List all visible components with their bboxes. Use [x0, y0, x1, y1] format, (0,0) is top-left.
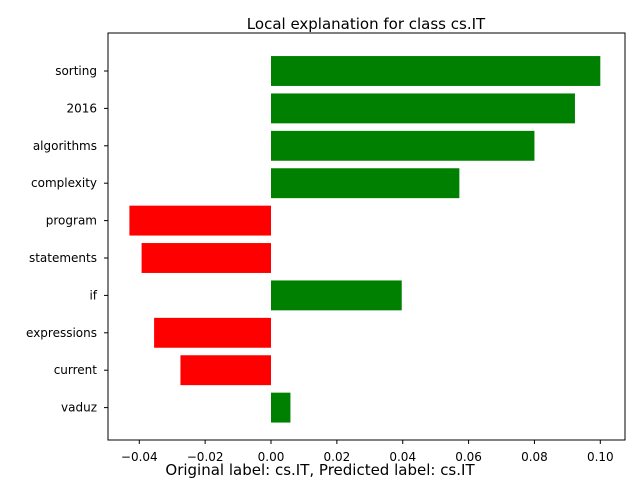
category-label-algorithms: algorithms — [33, 139, 97, 153]
category-label-sorting: sorting — [55, 64, 97, 78]
x-tick-label: 0.00 — [258, 450, 285, 464]
bar-sorting — [271, 56, 601, 86]
x-tick-label: 0.04 — [389, 450, 416, 464]
category-labels: sorting 2016 algorithms complexity program st… — [26, 64, 108, 415]
chart-title: Local explanation for class cs.IT — [247, 15, 486, 33]
x-tick-label: 0.10 — [587, 450, 614, 464]
bar-2016 — [271, 93, 575, 124]
category-label-statements: statements — [29, 251, 97, 265]
bar-expressions — [154, 317, 272, 348]
bar-vaduz — [271, 392, 291, 423]
bars-group — [129, 56, 601, 423]
category-label-if: if — [89, 288, 97, 302]
x-tick-label: −0.04 — [121, 450, 158, 464]
category-label-complexity: complexity — [31, 176, 97, 190]
x-tick-label: 0.02 — [324, 450, 351, 464]
x-tick-label: 0.08 — [521, 450, 548, 464]
category-label-expressions: expressions — [26, 326, 97, 340]
bar-current — [180, 355, 272, 386]
x-tick-label: 0.06 — [455, 450, 482, 464]
plot-frame — [107, 32, 626, 441]
x-tick-label: −0.02 — [187, 450, 224, 464]
bar-program — [129, 205, 272, 236]
bar-algorithms — [271, 130, 535, 161]
bar-if — [271, 280, 402, 311]
bar-statements — [141, 243, 272, 273]
bar-complexity — [271, 168, 460, 199]
category-label-vaduz: vaduz — [61, 401, 97, 415]
category-label-current: current — [54, 363, 98, 377]
category-label-program: program — [46, 214, 97, 228]
x-ticks: −0.04 −0.02 0.00 0.02 0.04 0.06 0.08 0.10 — [121, 440, 614, 464]
chart-caption: Original label: cs.IT, Predicted label: … — [165, 461, 475, 479]
category-label-2016: 2016 — [66, 101, 97, 115]
